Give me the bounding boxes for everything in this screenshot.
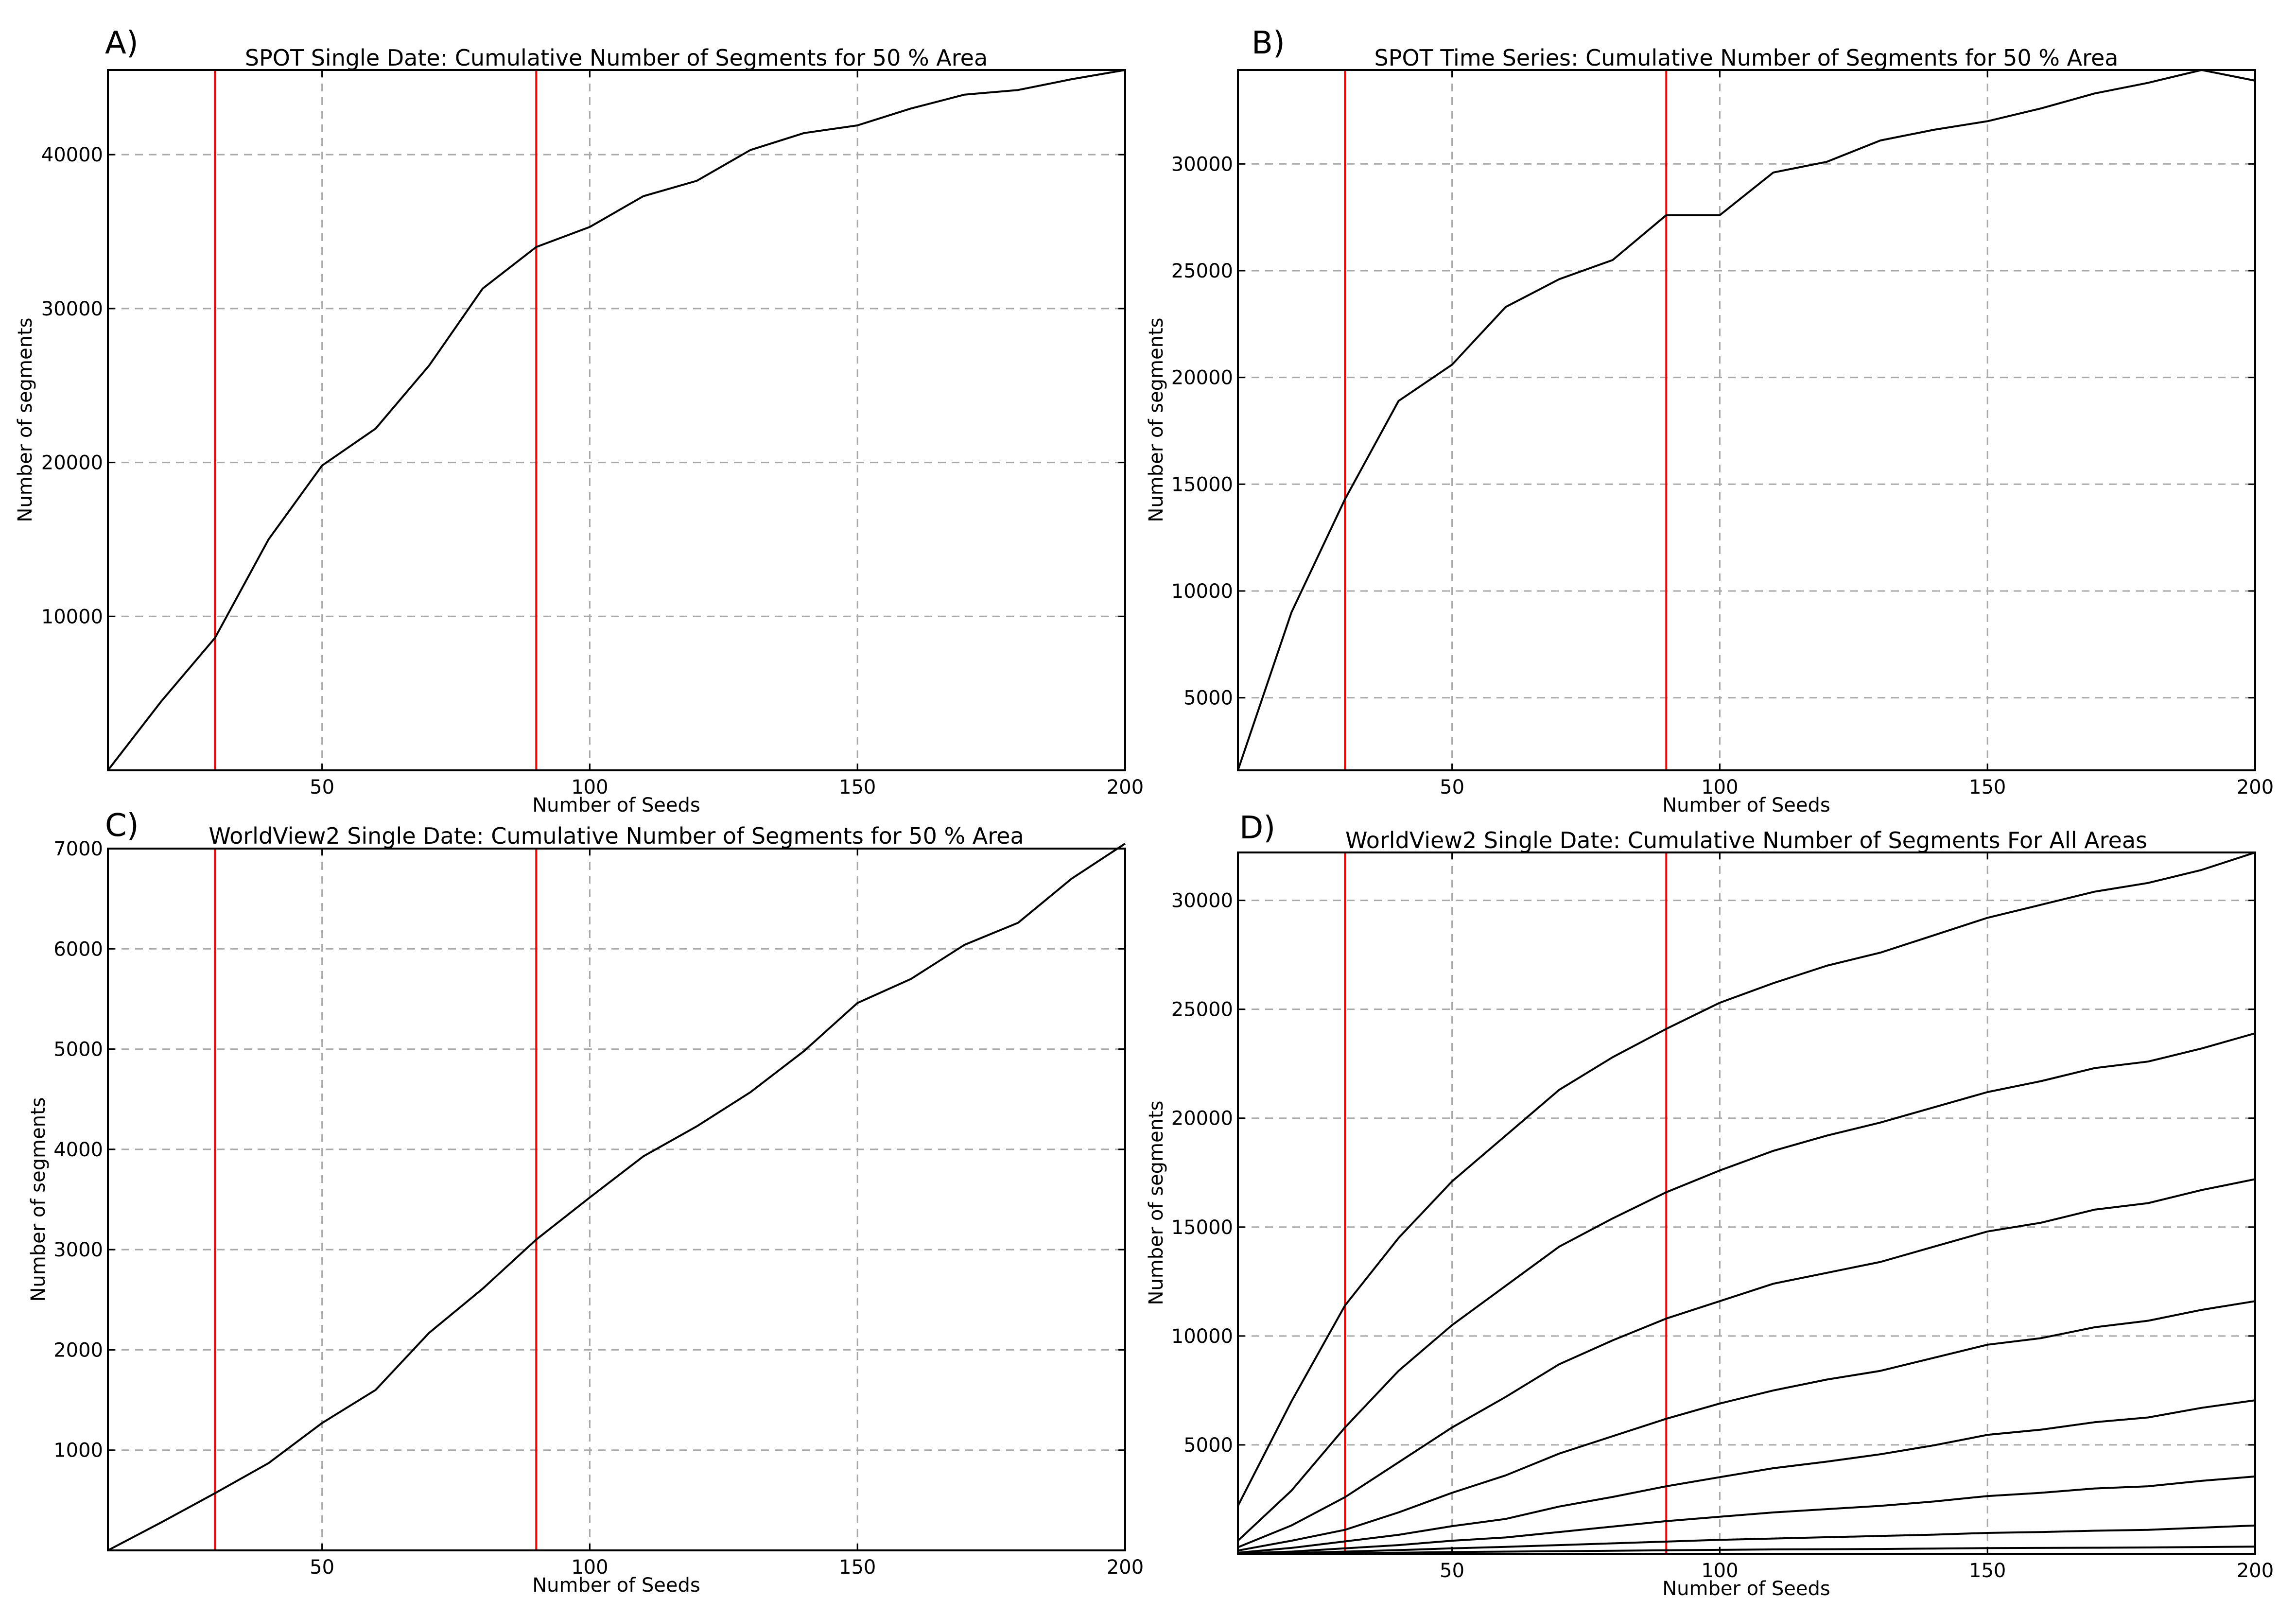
panel-a-grid — [108, 70, 1125, 770]
panel-b-y-ticks: 5000 10000 15000 20000 25000 30000 — [1171, 153, 2255, 710]
panel-c-series — [107, 843, 1126, 1551]
panel-b-ytick-label-5000: 5000 — [1183, 687, 1233, 710]
panel-c-y-ticks: 1000 2000 3000 4000 5000 6000 7000 — [53, 838, 1125, 1462]
panel-a-ytick-label-30000: 30000 — [41, 298, 103, 320]
panel-d-xtick-label-100: 100 — [1701, 1560, 1738, 1582]
panel-b-series-line-1 — [1237, 69, 2256, 771]
panel-c-ytick-label-2000: 2000 — [53, 1339, 103, 1361]
panel-a-red-lines — [214, 70, 538, 770]
panel-a-series-line-1 — [107, 69, 1126, 771]
panel-b-grid — [1238, 70, 2255, 770]
panel-c-x-ticks: 50 100 150 200 — [310, 849, 1144, 1579]
panel-c-title: WorldView2 Single Date: Cumulative Numbe… — [209, 823, 1024, 849]
panel-b-series — [1237, 69, 2256, 771]
panel-d-xtick-label-50: 50 — [1440, 1560, 1464, 1582]
panel-d-red-lines — [1344, 852, 1668, 1554]
panel-d-series-line-1 — [1237, 851, 2256, 1507]
panel-d-ylabel: Number of segments — [1145, 1101, 1167, 1305]
panel-a-xtick-label-100: 100 — [571, 776, 608, 799]
panel-b-xtick-label-150: 150 — [1969, 776, 2006, 799]
panel-c-ytick-label-5000: 5000 — [53, 1039, 103, 1061]
panel-d-series-line-8 — [1237, 1546, 2256, 1555]
panel-b-xtick-label-200: 200 — [2237, 776, 2274, 799]
panel-c-ytick-label-4000: 4000 — [53, 1139, 103, 1161]
panel-d-ytick-label-30000: 30000 — [1171, 890, 1233, 912]
panel-c-xlabel: Number of Seeds — [532, 1574, 700, 1597]
panel-a-frame — [107, 69, 1126, 771]
panel-a-ylabel: Number of segments — [14, 318, 36, 522]
panel-d-letter: D) — [1239, 810, 1275, 846]
panel-d-xtick-label-200: 200 — [2237, 1560, 2274, 1582]
panel-b-letter: B) — [1252, 25, 1285, 61]
panel-d-series-line-5 — [1237, 1399, 2256, 1554]
panel-c-ytick-label-6000: 6000 — [53, 938, 103, 960]
panel-b-ytick-label-30000: 30000 — [1171, 153, 1233, 175]
panel-a-x-ticks: 50 100 150 200 — [310, 70, 1144, 799]
panel-a-xlabel: Number of Seeds — [532, 794, 700, 817]
panel-d-series-line-2 — [1237, 1032, 2256, 1542]
panel-a-letter: A) — [105, 25, 139, 61]
panel-d-series — [1237, 851, 2256, 1555]
panel-c-ytick-label-3000: 3000 — [53, 1239, 103, 1261]
panel-c-xtick-label-50: 50 — [310, 1556, 334, 1579]
panel-c-red-lines — [214, 849, 538, 1550]
panel-c-xtick-label-100: 100 — [571, 1556, 608, 1579]
panel-d-title: WorldView2 Single Date: Cumulative Numbe… — [1345, 827, 2147, 853]
panel-d-xtick-label-150: 150 — [1969, 1560, 2006, 1582]
panel-d-ytick-label-5000: 5000 — [1183, 1434, 1233, 1457]
panel-b-ytick-label-25000: 25000 — [1171, 260, 1233, 282]
panel-d-grid — [1238, 852, 2255, 1554]
panel-b: B) SPOT Time Series: Cumulative Number o… — [1145, 25, 2274, 817]
panel-a: A) SPOT Single Date: Cumulative Number o… — [14, 25, 1144, 817]
panel-d: D) WorldView2 Single Date: Cumulative Nu… — [1145, 810, 2274, 1600]
panel-c-xtick-label-200: 200 — [1107, 1556, 1144, 1579]
panel-b-ytick-label-15000: 15000 — [1171, 473, 1233, 496]
panel-d-series-line-3 — [1237, 1178, 2256, 1548]
panel-d-ytick-label-25000: 25000 — [1171, 999, 1233, 1021]
panel-d-series-line-4 — [1237, 1300, 2256, 1552]
panel-b-xtick-label-50: 50 — [1440, 776, 1464, 799]
panel-a-xtick-label-150: 150 — [839, 776, 876, 799]
panel-b-red-lines — [1344, 70, 1668, 770]
panel-c-frame — [107, 848, 1126, 1551]
panel-b-title: SPOT Time Series: Cumulative Number of S… — [1374, 45, 2119, 71]
panel-a-y-ticks: 10000 20000 30000 40000 — [41, 144, 1125, 628]
panel-a-series — [107, 69, 1126, 771]
panel-a-ytick-label-20000: 20000 — [41, 452, 103, 474]
panel-b-ylabel: Number of segments — [1145, 318, 1167, 522]
panel-d-frame — [1237, 851, 2256, 1555]
panel-b-xtick-label-100: 100 — [1701, 776, 1738, 799]
panel-c-ytick-label-1000: 1000 — [53, 1440, 103, 1462]
panel-d-ytick-label-15000: 15000 — [1171, 1216, 1233, 1239]
panel-c-grid — [108, 849, 1125, 1550]
panel-c-letter: C) — [105, 808, 139, 844]
panel-a-ytick-label-40000: 40000 — [41, 144, 103, 166]
panel-c-series-line-1 — [107, 843, 1126, 1551]
panel-b-ytick-label-20000: 20000 — [1171, 367, 1233, 389]
panel-b-x-ticks: 50 100 150 200 — [1440, 70, 2274, 799]
panel-a-title: SPOT Single Date: Cumulative Number of S… — [245, 45, 988, 71]
panel-a-xtick-label-200: 200 — [1107, 776, 1144, 799]
panel-c-ytick-label-7000: 7000 — [53, 838, 103, 860]
panel-b-frame — [1237, 69, 2256, 771]
panel-d-series-line-7 — [1237, 1524, 2256, 1555]
panel-d-y-ticks: 5000 10000 15000 20000 25000 30000 — [1171, 890, 2255, 1457]
panel-b-xlabel: Number of Seeds — [1662, 794, 1830, 817]
panel-a-ytick-label-10000: 10000 — [41, 606, 103, 628]
panel-d-xlabel: Number of Seeds — [1662, 1578, 1830, 1600]
panel-d-ytick-label-20000: 20000 — [1171, 1108, 1233, 1130]
panel-c-xtick-label-150: 150 — [839, 1556, 876, 1579]
panel-c: C) WorldView2 Single Date: Cumulative Nu… — [27, 808, 1144, 1597]
panel-d-ytick-label-10000: 10000 — [1171, 1325, 1233, 1348]
panel-d-series-line-6 — [1237, 1475, 2256, 1555]
panel-a-xtick-label-50: 50 — [310, 776, 334, 799]
panel-c-ylabel: Number of segments — [27, 1097, 50, 1302]
panel-b-ytick-label-10000: 10000 — [1171, 580, 1233, 603]
